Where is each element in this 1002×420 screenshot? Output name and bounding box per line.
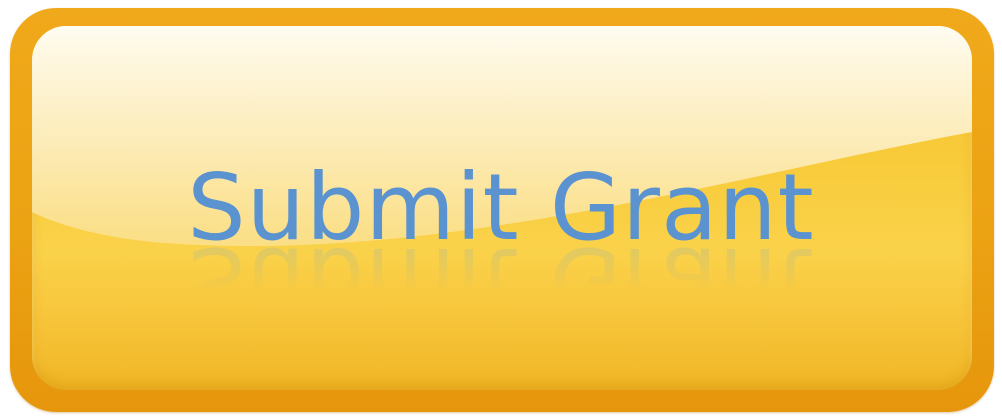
label-area: Submit Grant Submit Grant	[32, 152, 972, 372]
button-label: Submit Grant	[187, 154, 815, 261]
button-label-reflection: Submit Grant	[187, 227, 815, 334]
submit-grant-button[interactable]: Submit Grant Submit Grant	[10, 8, 994, 412]
button-face: Submit Grant Submit Grant	[32, 26, 972, 390]
gloss-highlight	[32, 26, 972, 247]
